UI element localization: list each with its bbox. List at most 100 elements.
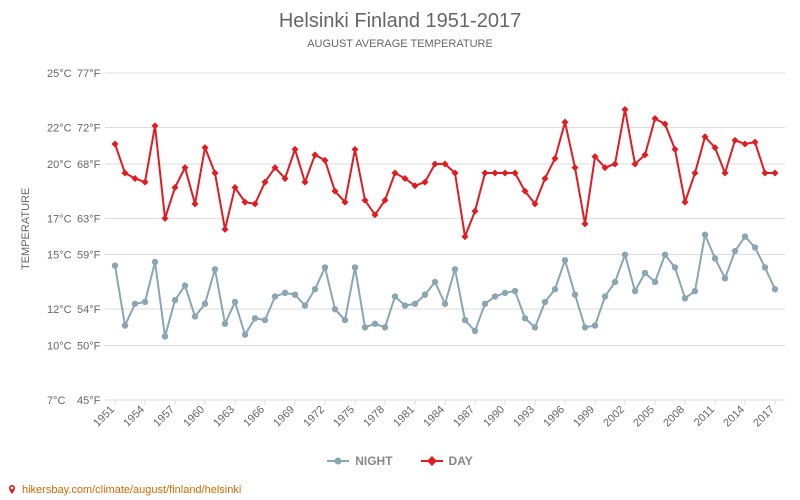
marker-night [602,293,608,299]
marker-night [422,291,428,297]
svg-text:1960: 1960 [181,404,207,430]
svg-text:45°F: 45°F [77,395,101,407]
marker-night [412,301,418,307]
svg-text:1954: 1954 [121,404,147,430]
marker-day [572,164,579,171]
marker-night [692,288,698,294]
marker-night [232,299,238,305]
marker-night [632,288,638,294]
marker-night [552,286,558,292]
svg-text:2005: 2005 [631,404,657,430]
marker-day [152,122,159,129]
marker-day [482,170,489,177]
marker-night [142,299,148,305]
svg-text:59°F: 59°F [77,250,101,262]
marker-day [492,170,499,177]
marker-day [162,215,169,222]
marker-night [452,266,458,272]
marker-night [772,286,778,292]
marker-night [752,244,758,250]
svg-text:22°C: 22°C [47,123,72,135]
legend-item-night: NIGHT [327,454,392,468]
marker-day [212,170,219,177]
marker-night [292,291,298,297]
svg-text:20°C: 20°C [47,159,72,171]
marker-night [132,301,138,307]
marker-day [172,184,179,191]
marker-day [222,226,229,233]
svg-text:1957: 1957 [151,404,177,430]
marker-night [382,324,388,330]
marker-day [112,140,119,147]
marker-day [302,179,309,186]
marker-night [242,331,248,337]
svg-text:12°C: 12°C [47,304,72,316]
series-line-night [115,235,775,337]
svg-text:2017: 2017 [751,404,777,430]
marker-night [312,286,318,292]
marker-night [462,317,468,323]
marker-night [192,313,198,319]
map-pin-icon [6,484,18,496]
marker-day [612,160,619,167]
marker-day [562,119,569,126]
svg-text:1987: 1987 [451,404,477,430]
marker-day [582,220,589,227]
marker-night [642,270,648,276]
svg-text:54°F: 54°F [77,304,101,316]
marker-night [392,293,398,299]
marker-night [722,275,728,281]
svg-text:1984: 1984 [421,404,447,430]
marker-night [682,295,688,301]
marker-night [502,290,508,296]
marker-day [192,200,199,207]
svg-text:15°C: 15°C [47,250,72,262]
marker-night [652,279,658,285]
marker-night [742,233,748,239]
legend-item-day: DAY [421,454,473,468]
marker-night [152,259,158,265]
svg-text:1975: 1975 [331,404,357,430]
svg-text:2002: 2002 [601,404,627,430]
marker-night [332,306,338,312]
marker-day [472,208,479,215]
marker-day [732,137,739,144]
marker-day [352,146,359,153]
marker-night [342,317,348,323]
attribution: hikersbay.com/climate/august/finland/hel… [6,484,241,496]
svg-text:1981: 1981 [391,404,417,430]
marker-night [122,322,128,328]
marker-day [672,146,679,153]
svg-text:1999: 1999 [571,404,597,430]
marker-night [262,317,268,323]
svg-text:1993: 1993 [511,404,537,430]
marker-day [142,179,149,186]
svg-text:7°C: 7°C [47,395,66,407]
legend-swatch-day [421,460,443,462]
legend-swatch-night [327,460,349,462]
marker-night [352,264,358,270]
svg-text:1951: 1951 [91,404,117,430]
marker-day [752,139,759,146]
marker-night [482,301,488,307]
marker-day [692,170,699,177]
marker-night [712,255,718,261]
svg-text:10°C: 10°C [47,341,72,353]
marker-night [592,322,598,328]
marker-night [162,333,168,339]
svg-text:1966: 1966 [241,404,267,430]
svg-text:77°F: 77°F [77,68,101,80]
marker-night [672,264,678,270]
marker-night [612,279,618,285]
marker-day [762,170,769,177]
marker-night [362,324,368,330]
marker-night [582,324,588,330]
marker-day [292,146,299,153]
marker-night [662,252,668,258]
marker-day [722,170,729,177]
svg-text:50°F: 50°F [77,341,101,353]
marker-night [222,321,228,327]
marker-day [252,200,259,207]
marker-day [622,106,629,113]
marker-night [272,293,278,299]
